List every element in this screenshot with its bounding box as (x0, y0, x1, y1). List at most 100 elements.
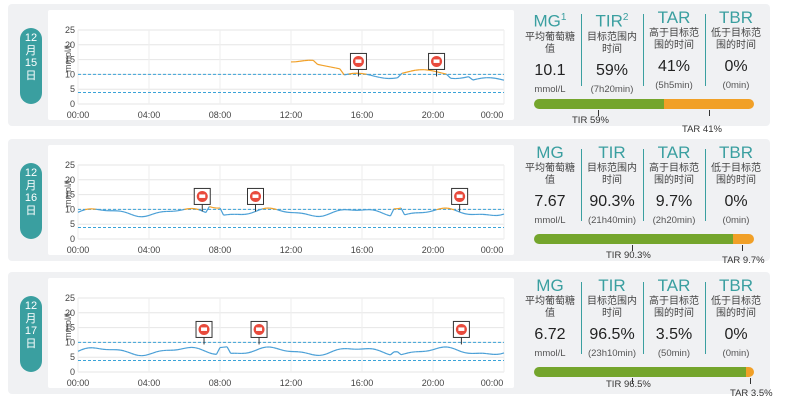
glucose-trace-segment (404, 352, 409, 355)
glucose-trace-segment (361, 72, 367, 75)
glucose-trace-segment (436, 208, 441, 211)
glucose-trace-segment (425, 211, 430, 213)
date-day-char: 日 (25, 337, 37, 350)
glucose-trace-segment (335, 67, 340, 70)
stat-tir-value: 96.5% (589, 326, 635, 343)
divider (643, 14, 644, 86)
glucose-trace-segment (280, 210, 285, 213)
glucose-trace-segment (389, 208, 395, 217)
glucose-trace-segment (337, 348, 341, 351)
x-tick-label: 16:00 (351, 378, 374, 388)
tir-bar-label: TIR 90.3% (606, 250, 651, 261)
tir-bar-label: TIR 96.5% (606, 379, 651, 390)
stat-tir-value: 59% (595, 61, 629, 79)
tir-segment (534, 234, 733, 244)
glucose-trace-segment (326, 212, 331, 216)
stat-mg-head: MG1 (522, 8, 578, 32)
glucose-trace-segment (329, 211, 334, 215)
tar-segment (663, 99, 754, 109)
glucose-trace-segment (159, 349, 164, 352)
stats-panel: MG 平均葡萄糖值 7.67 mmol/L TIR 目标范围内时间 90.3% … (522, 143, 766, 266)
stat-mg: MG1 平均葡萄糖值 10.1 mmol/L (522, 8, 578, 95)
glucose-trace-segment (441, 72, 447, 75)
glucose-trace-segment (333, 210, 338, 213)
stat-tbr: TBR 低于目标范围的时间 0% (0min) (708, 8, 764, 91)
glucose-trace-segment (468, 76, 474, 81)
range-bar (534, 367, 754, 377)
day-panel-12-16: 12 月 16 日 mmol/L 25 20 15 10 5 0 00:00 04:00 08:… (8, 139, 770, 266)
glucose-trace-segment (401, 71, 407, 74)
glucose-trace-segment (464, 213, 469, 215)
glucose-trace-segment (454, 209, 459, 212)
glucose-trace-segment (123, 211, 128, 214)
glucose-trace-segment (99, 209, 103, 211)
stat-tbr-head: TBR (719, 276, 753, 295)
glucose-trace-segment (177, 348, 182, 351)
stat-mg-unit: mmol/L (534, 348, 566, 359)
tir-tick (632, 378, 633, 384)
glucose-trace-segment (301, 351, 306, 354)
y-tick-label: 0 (70, 99, 75, 109)
x-tick-label: 20:00 (422, 110, 445, 120)
stat-tar-duration: (50min) (657, 348, 691, 359)
divider (705, 14, 706, 86)
tir-bar-label: TIR 59% (572, 115, 609, 126)
range-bar (534, 99, 754, 109)
glucose-trace-segment (348, 72, 354, 75)
y-tick-label: 0 (70, 367, 75, 377)
stat-mg: MG 平均葡萄糖值 7.67 mmol/L (522, 143, 578, 226)
date-badge: 12 月 16 日 (20, 163, 42, 239)
stat-tbr-duration: (0min) (722, 215, 750, 226)
glucose-trace-segment (305, 213, 309, 216)
stat-mg-unit: mmol/L (534, 215, 566, 226)
glucose-trace-segment (339, 68, 345, 76)
x-tick-label: 04:00 (138, 378, 161, 388)
y-tick-label: 10 (65, 69, 75, 79)
y-tick-label: 20 (65, 40, 75, 50)
glucose-trace-segment (397, 351, 402, 356)
stat-mg-value: 6.72 (534, 326, 566, 343)
glucose-trace-segment (490, 77, 496, 79)
glucose-trace-segment (326, 65, 332, 68)
glucose-trace-segment (408, 351, 412, 354)
stat-tir-desc: 目标范围内时间 (587, 31, 637, 55)
glucose-trace-segment (376, 349, 380, 352)
glucose-trace-segment (209, 205, 214, 209)
stat-tir: TIR2 目标范围内时间 59% (7h20min) (584, 8, 640, 95)
tar-tick (742, 245, 743, 251)
tar-segment (746, 367, 754, 377)
tar-bar-label: TAR 3.5% (730, 388, 773, 399)
x-tick-label: 04:00 (138, 245, 161, 255)
glucose-trace-segment (148, 352, 153, 355)
glucose-trace-segment (202, 210, 207, 214)
tir-tick (598, 110, 599, 116)
divider (643, 149, 644, 221)
stat-tar: TAR 高于目标范围的时间 9.7% (2h20min) (646, 143, 702, 226)
stat-tbr-desc: 低于目标范围的时间 (711, 28, 761, 51)
date-badge: 12 月 17 日 (20, 296, 42, 372)
glucose-trace-segment (273, 346, 277, 350)
glucose-trace-segment (400, 353, 405, 356)
y-tick-label: 20 (65, 175, 75, 185)
glucose-chart: mmol/L 25 20 15 10 5 0 00:00 04:00 08:00 12:00 16:… (48, 10, 514, 120)
glucose-trace-segment (408, 212, 412, 215)
glucose-trace-segment (269, 207, 274, 210)
glucose-trace-segment (397, 72, 403, 79)
glucose-trace-segment (226, 346, 232, 354)
glucose-trace-segment (495, 77, 500, 80)
stat-mg-value: 7.67 (534, 193, 566, 210)
glucose-trace-segment (301, 212, 306, 215)
glucose-trace-segment (376, 210, 380, 213)
stat-tbr-duration: (0min) (722, 348, 750, 359)
meal-icon-detail (256, 327, 263, 331)
glucose-trace-segment (269, 346, 274, 349)
stat-tir-duration: (7h20min) (590, 83, 634, 95)
stat-tir-desc: 目标范围内时间 (587, 163, 637, 186)
glucose-trace-segment (437, 71, 443, 74)
glucose-trace-segment (392, 77, 398, 79)
divider (705, 149, 706, 221)
glucose-trace-segment (244, 213, 249, 215)
x-tick-label: 12:00 (280, 110, 303, 120)
stat-tir: TIR 目标范围内时间 90.3% (21h40min) (584, 143, 640, 226)
